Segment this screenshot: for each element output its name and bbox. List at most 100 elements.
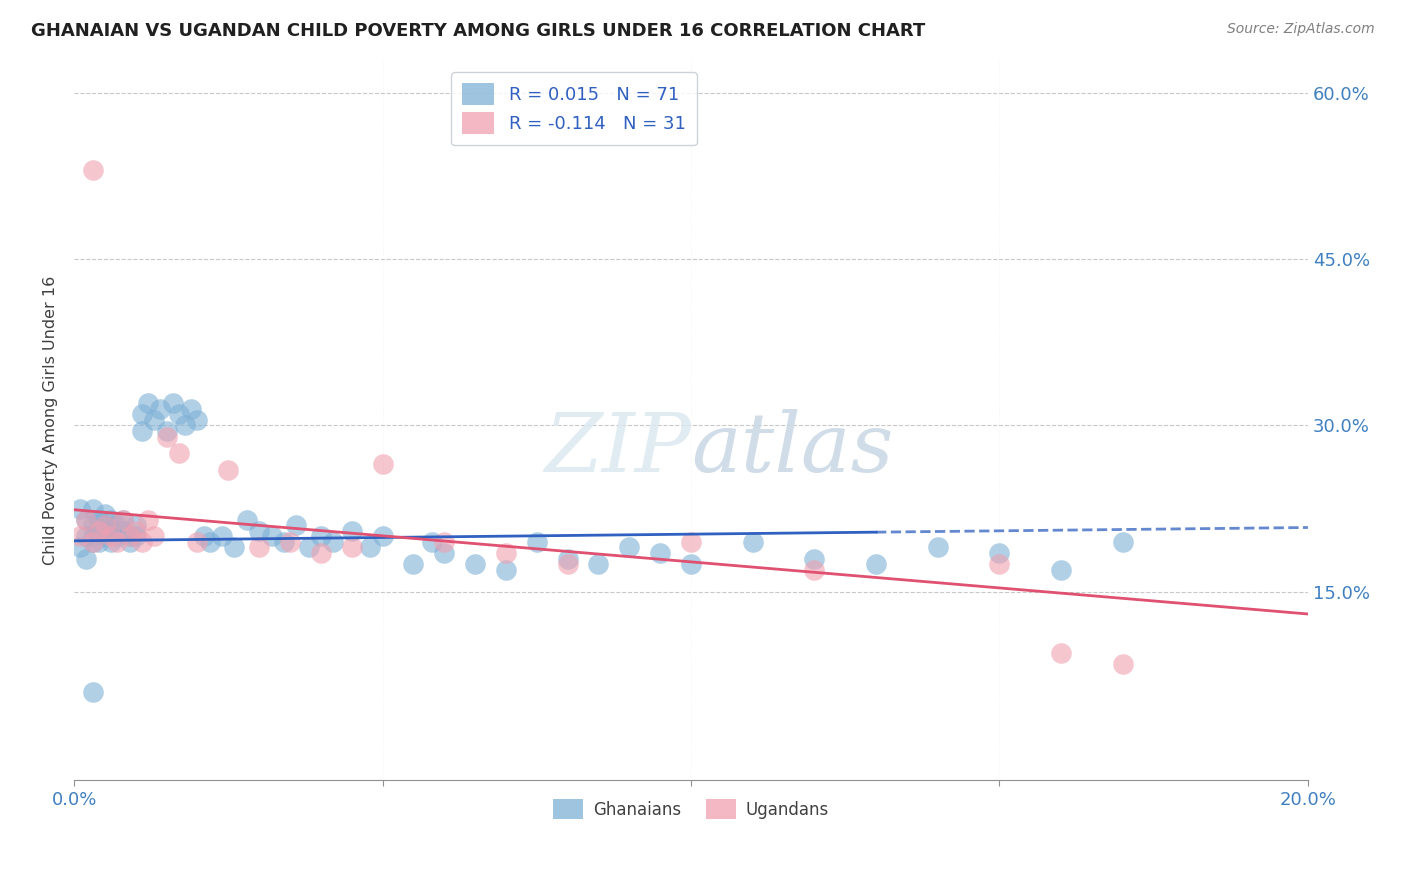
Point: [273, 535, 295, 549]
Point: [371, 458, 394, 472]
Point: [803, 563, 825, 577]
Point: [136, 513, 159, 527]
Point: [309, 529, 332, 543]
Point: [193, 529, 215, 543]
Point: [75, 551, 97, 566]
Point: [156, 429, 179, 443]
Point: [1050, 563, 1073, 577]
Point: [309, 546, 332, 560]
Point: [69, 529, 91, 543]
Point: [217, 463, 239, 477]
Y-axis label: Child Poverty Among Girls Under 16: Child Poverty Among Girls Under 16: [44, 276, 58, 565]
Point: [495, 563, 517, 577]
Text: GHANAIAN VS UGANDAN CHILD POVERTY AMONG GIRLS UNDER 16 CORRELATION CHART: GHANAIAN VS UGANDAN CHILD POVERTY AMONG …: [31, 22, 925, 40]
Point: [260, 529, 283, 543]
Point: [87, 524, 110, 538]
Point: [340, 524, 363, 538]
Point: [112, 513, 135, 527]
Point: [100, 524, 122, 538]
Point: [1112, 535, 1135, 549]
Point: [125, 518, 148, 533]
Point: [247, 541, 270, 555]
Point: [131, 535, 153, 549]
Point: [69, 501, 91, 516]
Point: [371, 529, 394, 543]
Point: [557, 551, 579, 566]
Point: [679, 535, 702, 549]
Point: [125, 524, 148, 538]
Point: [156, 424, 179, 438]
Point: [340, 541, 363, 555]
Point: [94, 507, 117, 521]
Point: [650, 546, 672, 560]
Point: [741, 535, 763, 549]
Point: [75, 513, 97, 527]
Point: [82, 518, 104, 533]
Text: atlas: atlas: [690, 409, 893, 489]
Point: [131, 424, 153, 438]
Point: [236, 513, 259, 527]
Point: [143, 413, 166, 427]
Point: [420, 535, 443, 549]
Point: [131, 408, 153, 422]
Point: [75, 529, 97, 543]
Point: [75, 513, 97, 527]
Point: [167, 446, 190, 460]
Legend: Ghanaians, Ugandans: Ghanaians, Ugandans: [546, 792, 835, 826]
Point: [297, 541, 319, 555]
Point: [105, 518, 128, 533]
Point: [118, 535, 141, 549]
Point: [174, 418, 197, 433]
Point: [100, 513, 122, 527]
Point: [186, 413, 208, 427]
Point: [69, 541, 91, 555]
Point: [988, 546, 1011, 560]
Point: [105, 535, 128, 549]
Point: [278, 535, 301, 549]
Point: [94, 518, 117, 533]
Point: [87, 524, 110, 538]
Point: [679, 557, 702, 571]
Point: [100, 535, 122, 549]
Point: [149, 401, 172, 416]
Point: [1112, 657, 1135, 671]
Point: [186, 535, 208, 549]
Point: [247, 524, 270, 538]
Point: [1050, 646, 1073, 660]
Point: [167, 408, 190, 422]
Point: [988, 557, 1011, 571]
Point: [112, 524, 135, 538]
Point: [136, 396, 159, 410]
Point: [619, 541, 641, 555]
Point: [94, 529, 117, 543]
Point: [402, 557, 425, 571]
Point: [526, 535, 548, 549]
Point: [557, 557, 579, 571]
Point: [82, 535, 104, 549]
Point: [180, 401, 202, 416]
Point: [94, 518, 117, 533]
Point: [82, 535, 104, 549]
Point: [433, 546, 456, 560]
Point: [105, 529, 128, 543]
Point: [433, 535, 456, 549]
Point: [322, 535, 344, 549]
Point: [82, 684, 104, 698]
Text: ZIP: ZIP: [544, 409, 690, 489]
Point: [82, 501, 104, 516]
Text: Source: ZipAtlas.com: Source: ZipAtlas.com: [1227, 22, 1375, 37]
Point: [198, 535, 221, 549]
Point: [125, 529, 148, 543]
Point: [803, 551, 825, 566]
Point: [118, 529, 141, 543]
Point: [162, 396, 184, 410]
Point: [100, 529, 122, 543]
Point: [118, 529, 141, 543]
Point: [588, 557, 610, 571]
Point: [285, 518, 308, 533]
Point: [82, 163, 104, 178]
Point: [87, 535, 110, 549]
Point: [359, 541, 381, 555]
Point: [112, 513, 135, 527]
Point: [82, 529, 104, 543]
